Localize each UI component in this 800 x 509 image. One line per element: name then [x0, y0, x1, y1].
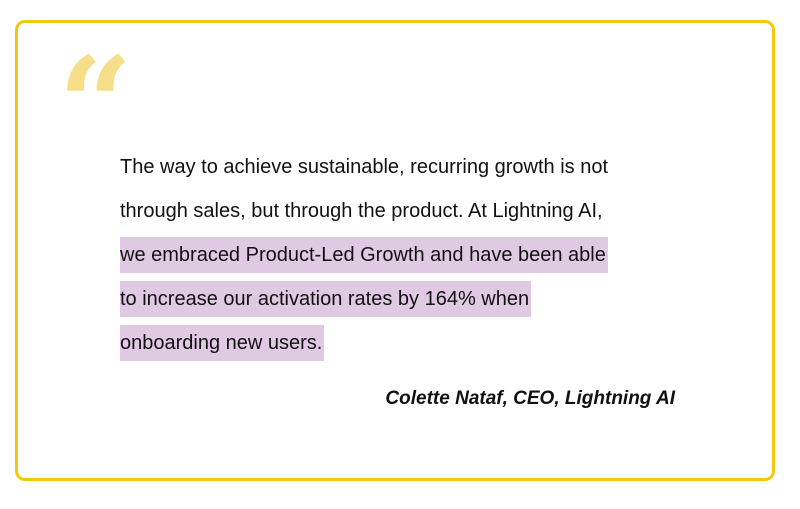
quotation-mark-icon: “	[58, 28, 133, 181]
quote-line-text: The way to achieve sustainable, recurrin…	[120, 156, 609, 178]
quote-text: The way to achieve sustainable, recurrin…	[120, 145, 680, 365]
quote-line-text: onboarding new users.	[120, 325, 325, 361]
quote-line-text: to increase our activation rates by 164%…	[120, 281, 532, 317]
quote-line: through sales, but through the product. …	[120, 189, 680, 233]
quote-line-highlighted: we embraced Product-Led Growth and have …	[120, 233, 680, 277]
quote-line-highlighted: onboarding new users.	[120, 321, 680, 365]
quote-line-highlighted: to increase our activation rates by 164%…	[120, 277, 680, 321]
quote-line-text: through sales, but through the product. …	[120, 200, 603, 222]
quote-line-text: we embraced Product-Led Growth and have …	[120, 237, 608, 273]
quote-attribution: Colette Nataf, CEO, Lightning AI	[385, 388, 675, 409]
quote-line: The way to achieve sustainable, recurrin…	[120, 145, 680, 189]
